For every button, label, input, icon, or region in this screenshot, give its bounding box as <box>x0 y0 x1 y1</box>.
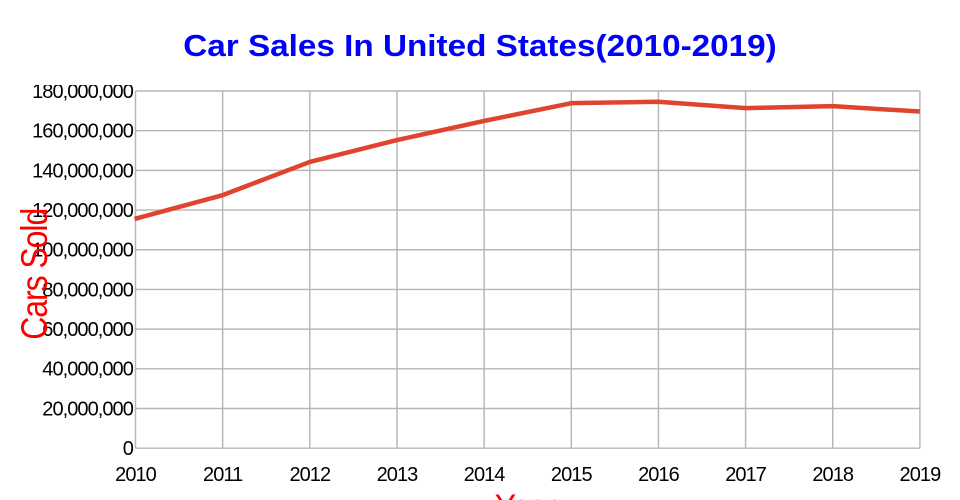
svg-text:2012: 2012 <box>289 464 331 486</box>
svg-text:40,000,000: 40,000,000 <box>42 359 133 381</box>
svg-text:20,000,000: 20,000,000 <box>42 398 133 420</box>
svg-text:180,000,000: 180,000,000 <box>32 85 134 103</box>
svg-text:0: 0 <box>123 438 134 460</box>
svg-text:2017: 2017 <box>725 464 767 486</box>
svg-text:2010: 2010 <box>115 464 157 486</box>
svg-text:2014: 2014 <box>464 464 506 486</box>
svg-text:60,000,000: 60,000,000 <box>42 319 133 341</box>
svg-text:100,000,000: 100,000,000 <box>32 240 134 262</box>
svg-text:2013: 2013 <box>377 464 419 486</box>
svg-text:2018: 2018 <box>812 464 854 486</box>
svg-text:Cars Sold: Cars Sold <box>15 209 56 340</box>
svg-text:Year: Year <box>495 488 557 500</box>
svg-text:2019: 2019 <box>900 464 942 486</box>
svg-text:2011: 2011 <box>203 464 243 486</box>
svg-text:2016: 2016 <box>638 464 680 486</box>
svg-text:2015: 2015 <box>551 464 593 486</box>
svg-text:140,000,000: 140,000,000 <box>32 160 134 182</box>
svg-text:120,000,000: 120,000,000 <box>32 200 134 222</box>
svg-text:80,000,000: 80,000,000 <box>42 279 133 301</box>
svg-text:160,000,000: 160,000,000 <box>32 121 134 143</box>
